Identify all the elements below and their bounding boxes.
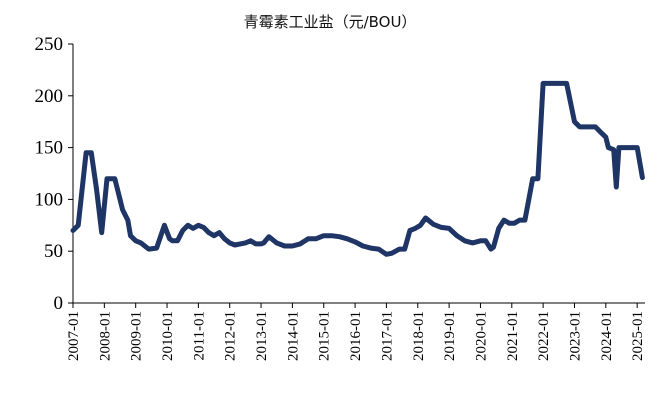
x-tick-label: 2025-01 [630, 311, 646, 361]
x-tick-label: 2011-01 [191, 311, 207, 360]
x-tick-label: 2010-01 [160, 311, 176, 361]
x-tick-label: 2009-01 [129, 311, 145, 361]
x-tick-label: 2023-01 [567, 311, 583, 361]
y-tick-label: 0 [54, 293, 64, 314]
x-tick-label: 2008-01 [97, 311, 113, 361]
chart-title: 青霉素工业盐（元/BOU） [244, 13, 417, 31]
x-tick-label: 2019-01 [442, 311, 458, 361]
x-tick-label: 2021-01 [505, 311, 521, 361]
x-axis-ticks: 2007-01 2008-01 2009-01 2010-01 2011-01 2012-… [66, 303, 646, 361]
x-tick-label: 2014-01 [285, 311, 301, 361]
x-tick-label: 2012-01 [223, 311, 239, 361]
x-tick-label: 2024-01 [599, 311, 615, 361]
x-tick-label: 2015-01 [317, 311, 333, 361]
x-tick-label: 2016-01 [348, 311, 364, 361]
x-tick-label: 2018-01 [411, 311, 427, 361]
x-tick-label: 2020-01 [473, 311, 489, 361]
x-tick-label: 2013-01 [254, 311, 270, 361]
y-axis-ticks: 0 50 100 150 200 250 [35, 34, 73, 314]
y-tick-label: 150 [35, 138, 64, 159]
x-tick-label: 2022-01 [536, 311, 552, 361]
y-tick-label: 100 [35, 189, 64, 210]
series-line [70, 80, 645, 257]
x-tick-label: 2017-01 [379, 311, 395, 361]
y-tick-label: 250 [35, 34, 64, 55]
y-tick-label: 200 [35, 86, 64, 107]
x-tick-label: 2007-01 [66, 311, 82, 361]
y-tick-label: 50 [44, 241, 63, 262]
